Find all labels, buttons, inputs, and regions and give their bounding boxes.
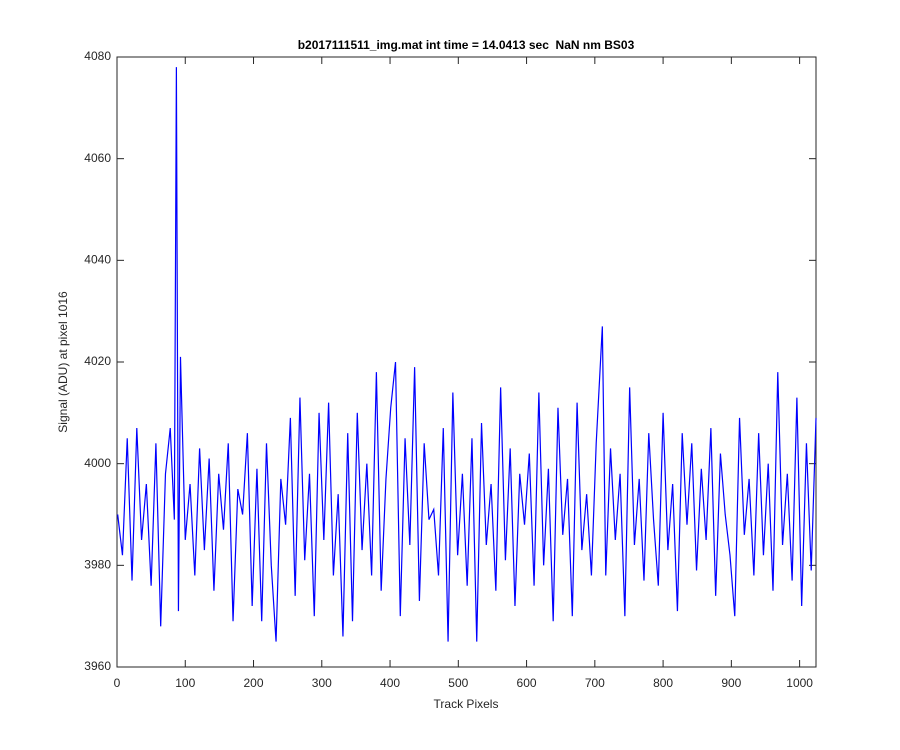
y-tick-label: 4040 (84, 253, 111, 267)
data-line (117, 67, 817, 642)
x-tick-label: 800 (653, 676, 673, 690)
x-tick-label: 0 (114, 676, 121, 690)
y-tick-label: 4080 (84, 49, 111, 63)
x-tick-label: 500 (448, 676, 468, 690)
x-tick-label: 700 (585, 676, 605, 690)
chart-title: b2017111511_img.mat int time = 14.0413 s… (298, 38, 635, 52)
x-tick-label: 600 (517, 676, 537, 690)
x-tick-label: 900 (721, 676, 741, 690)
x-tick-label: 100 (175, 676, 195, 690)
y-tick-label: 4060 (84, 151, 111, 165)
x-tick-label: 1000 (786, 676, 813, 690)
x-tick-label: 300 (312, 676, 332, 690)
x-tick-label: 400 (380, 676, 400, 690)
y-tick-label: 4020 (84, 354, 111, 368)
y-tick-label: 4000 (84, 456, 111, 470)
y-tick-label: 3960 (84, 659, 111, 673)
y-tick-label: 3980 (84, 558, 111, 572)
x-tick-label: 200 (244, 676, 264, 690)
x-axis-label: Track Pixels (434, 697, 499, 711)
y-axis-label: Signal (ADU) at pixel 1016 (56, 291, 70, 433)
